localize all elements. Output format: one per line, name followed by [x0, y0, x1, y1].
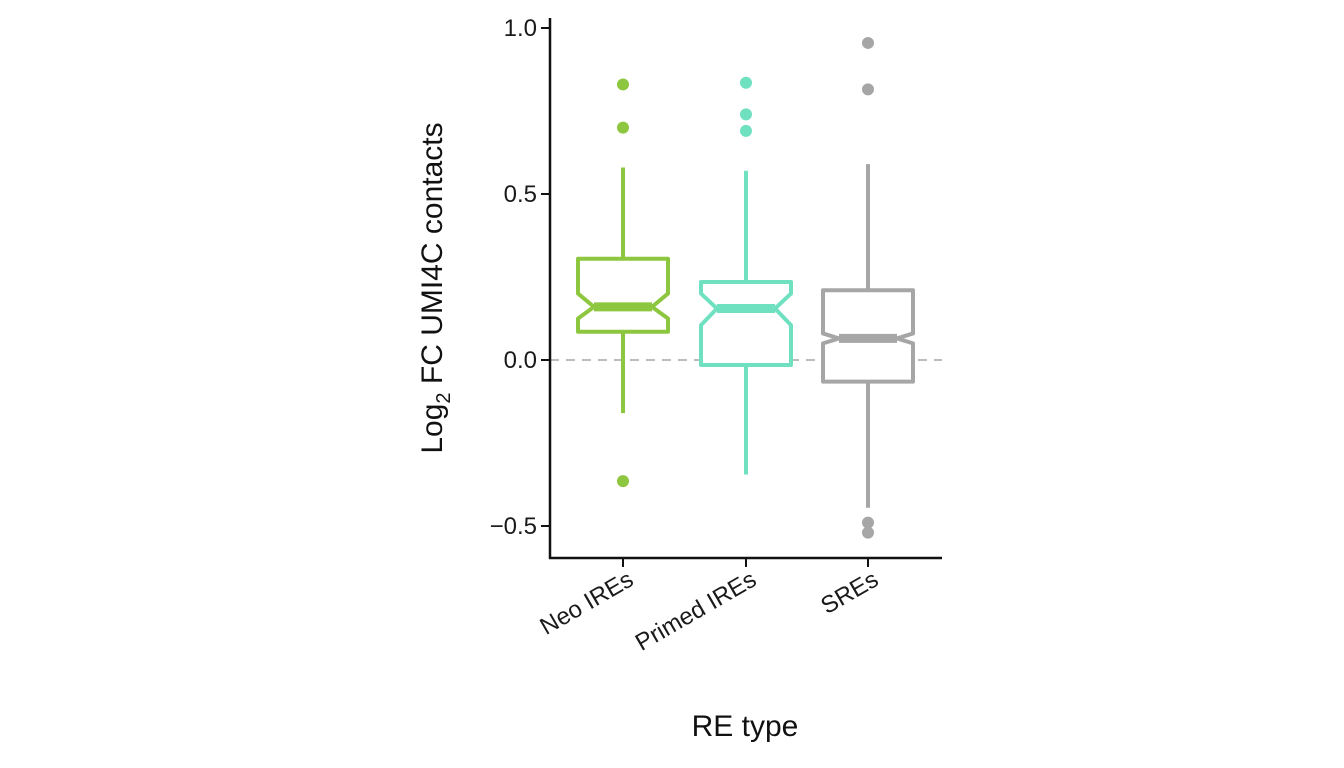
- y-axis-title-log: Log: [416, 404, 449, 454]
- outlier-point: [862, 516, 874, 529]
- y-tick-label: 0.0: [504, 347, 537, 374]
- x-tick-label: Neo IREs: [536, 566, 638, 641]
- outlier-point: [862, 83, 874, 96]
- outlier-point: [862, 36, 874, 49]
- outlier-point: [740, 76, 752, 89]
- outlier-point: [740, 124, 752, 137]
- y-axis-title: Log2 FC UMI4C contacts: [416, 122, 455, 453]
- outlier-point: [617, 475, 629, 488]
- notched-box: [576, 256, 670, 334]
- y-tick-label: 1.0: [504, 15, 537, 42]
- outlier-point: [617, 78, 629, 91]
- plot-area: [550, 36, 942, 539]
- y-tick-label: 0.5: [504, 181, 537, 208]
- x-axis-title: RE type: [692, 710, 799, 743]
- y-axis-title-rest: FC UMI4C contacts: [416, 122, 449, 392]
- x-tick-label: SREs: [816, 566, 883, 620]
- outlier-point: [617, 121, 629, 134]
- outlier-point: [740, 108, 752, 121]
- outlier-point: [862, 526, 874, 539]
- y-tick-label: −0.5: [490, 513, 537, 540]
- x-tick-label: Primed IREs: [631, 566, 761, 657]
- y-axis-title-subscript: 2: [433, 392, 455, 403]
- notched-box: [699, 279, 793, 367]
